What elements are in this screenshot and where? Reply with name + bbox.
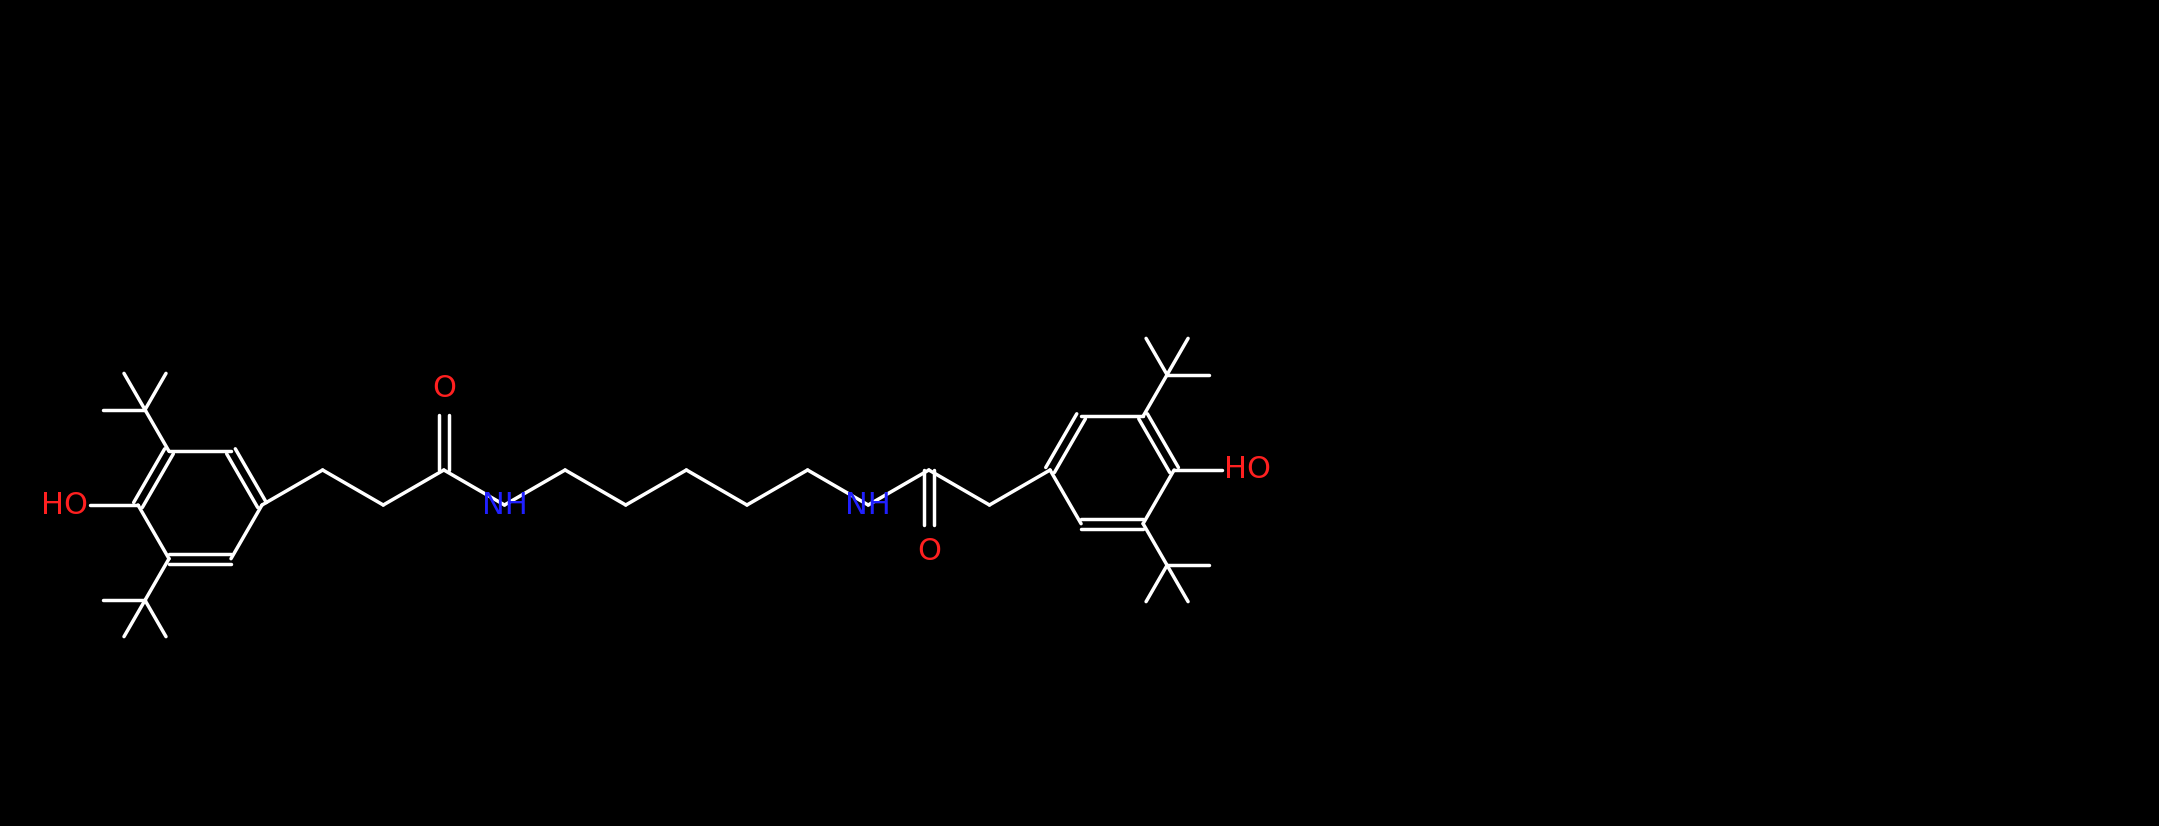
Text: NH: NH	[846, 491, 892, 520]
Text: HO: HO	[1224, 455, 1272, 485]
Text: HO: HO	[41, 491, 89, 520]
Text: NH: NH	[481, 491, 527, 520]
Text: O: O	[432, 374, 456, 403]
Text: O: O	[918, 537, 941, 566]
